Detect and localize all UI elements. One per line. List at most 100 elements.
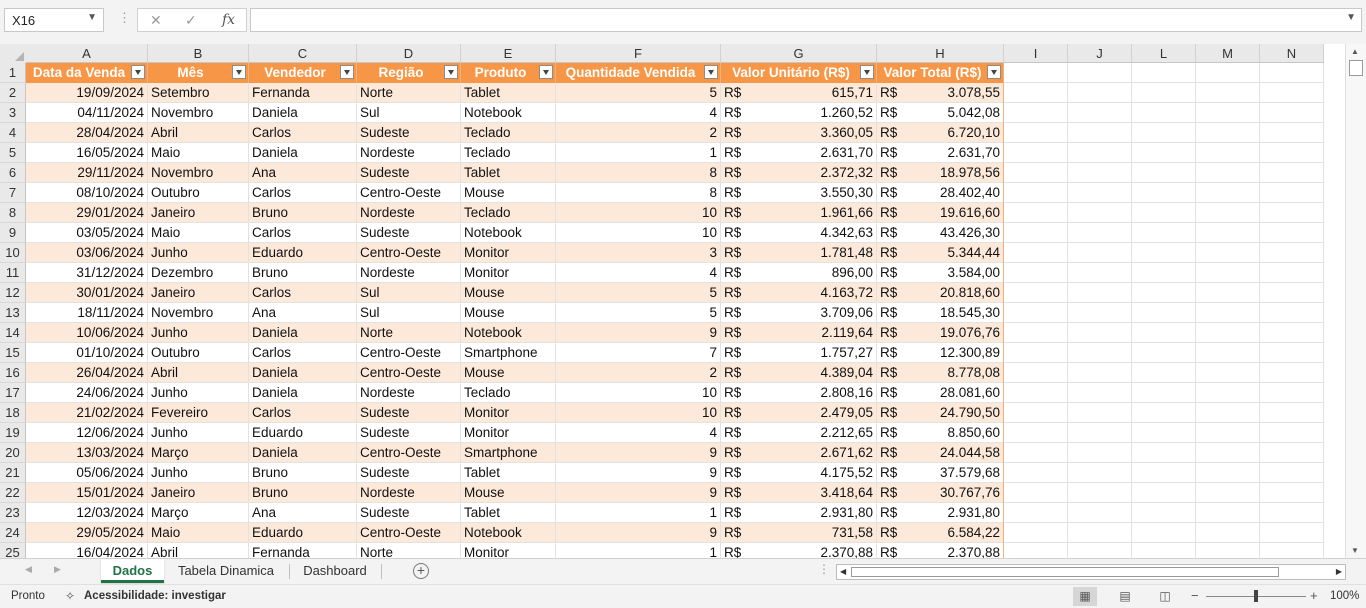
empty-cell[interactable]	[1132, 243, 1196, 263]
empty-cell[interactable]	[1132, 183, 1196, 203]
column-header[interactable]: M	[1196, 44, 1260, 63]
row-header[interactable]: 8	[0, 203, 26, 223]
row-header[interactable]: 21	[0, 463, 26, 483]
table-cell[interactable]: Ana	[249, 303, 357, 323]
table-cell[interactable]: Tablet	[461, 163, 556, 183]
table-cell[interactable]: Junho	[148, 463, 249, 483]
row-header[interactable]: 3	[0, 103, 26, 123]
row-header[interactable]: 20	[0, 443, 26, 463]
table-header-cell[interactable]: Produto	[461, 63, 556, 83]
empty-cell[interactable]	[1260, 523, 1324, 543]
table-cell[interactable]: 3	[556, 243, 721, 263]
empty-cell[interactable]	[1132, 343, 1196, 363]
table-cell[interactable]: Nordeste	[357, 203, 461, 223]
table-cell[interactable]: Monitor	[461, 403, 556, 423]
filter-dropdown-icon[interactable]	[340, 65, 354, 79]
empty-cell[interactable]	[1004, 503, 1068, 523]
table-cell[interactable]: R$ 1.781,48	[721, 243, 877, 263]
table-cell[interactable]: R$ 30.767,76	[877, 483, 1004, 503]
scroll-right-icon[interactable]: ▶	[1335, 567, 1342, 576]
table-cell[interactable]: 29/11/2024	[26, 163, 148, 183]
empty-cell[interactable]	[1132, 363, 1196, 383]
empty-cell[interactable]	[1068, 383, 1132, 403]
empty-cell[interactable]	[1068, 303, 1132, 323]
add-sheet-icon[interactable]: +	[413, 563, 429, 579]
tab-tabela-dinamica[interactable]: Tabela Dinamica	[177, 563, 275, 578]
table-cell[interactable]: 4	[556, 263, 721, 283]
table-cell[interactable]: Bruno	[249, 463, 357, 483]
table-cell[interactable]: Nordeste	[357, 143, 461, 163]
empty-cell[interactable]	[1004, 463, 1068, 483]
column-header[interactable]: F	[556, 44, 721, 63]
table-cell[interactable]: R$ 3.418,64	[721, 483, 877, 503]
table-cell[interactable]: 31/12/2024	[26, 263, 148, 283]
table-cell[interactable]: Notebook	[461, 323, 556, 343]
table-cell[interactable]: Tablet	[461, 83, 556, 103]
empty-cell[interactable]	[1004, 203, 1068, 223]
worksheet-grid[interactable]: A B C D E F G H I J L M N 1 Data da Venda Mês Vendedor Re…	[0, 44, 1345, 558]
row-header[interactable]: 15	[0, 343, 26, 363]
empty-cell[interactable]	[1132, 223, 1196, 243]
empty-cell[interactable]	[1004, 223, 1068, 243]
table-cell[interactable]: 30/01/2024	[26, 283, 148, 303]
table-cell[interactable]: Smartphone	[461, 343, 556, 363]
table-cell[interactable]: 1	[556, 503, 721, 523]
empty-cell[interactable]	[1004, 263, 1068, 283]
row-header[interactable]: 17	[0, 383, 26, 403]
empty-cell[interactable]	[1132, 163, 1196, 183]
table-cell[interactable]: R$ 2.931,80	[721, 503, 877, 523]
table-cell[interactable]: 28/04/2024	[26, 123, 148, 143]
table-cell[interactable]: Centro-Oeste	[357, 363, 461, 383]
row-header[interactable]: 5	[0, 143, 26, 163]
empty-cell[interactable]	[1068, 423, 1132, 443]
empty-cell[interactable]	[1068, 283, 1132, 303]
row-header[interactable]: 7	[0, 183, 26, 203]
table-cell[interactable]: R$ 20.818,60	[877, 283, 1004, 303]
table-cell[interactable]: 29/01/2024	[26, 203, 148, 223]
table-cell[interactable]: R$ 2.119,64	[721, 323, 877, 343]
table-cell[interactable]: 29/05/2024	[26, 523, 148, 543]
table-cell[interactable]: Sul	[357, 303, 461, 323]
select-all-corner[interactable]	[0, 44, 27, 64]
table-cell[interactable]: R$ 3.078,55	[877, 83, 1004, 103]
table-cell[interactable]: R$ 2.671,62	[721, 443, 877, 463]
empty-cell[interactable]	[1196, 423, 1260, 443]
empty-cell[interactable]	[1004, 523, 1068, 543]
table-cell[interactable]: 10/06/2024	[26, 323, 148, 343]
empty-cell[interactable]	[1004, 343, 1068, 363]
table-cell[interactable]: R$ 3.709,06	[721, 303, 877, 323]
table-cell[interactable]: R$ 2.631,70	[721, 143, 877, 163]
table-cell[interactable]: Teclado	[461, 203, 556, 223]
table-cell[interactable]: R$ 3.584,00	[877, 263, 1004, 283]
table-cell[interactable]: Centro-Oeste	[357, 523, 461, 543]
table-cell[interactable]: Fernanda	[249, 543, 357, 558]
empty-cell[interactable]	[1196, 63, 1260, 83]
table-cell[interactable]: Janeiro	[148, 283, 249, 303]
empty-cell[interactable]	[1196, 343, 1260, 363]
table-cell[interactable]: R$ 2.808,16	[721, 383, 877, 403]
table-cell[interactable]: 9	[556, 523, 721, 543]
table-cell[interactable]: Centro-Oeste	[357, 343, 461, 363]
table-cell[interactable]: Mouse	[461, 283, 556, 303]
table-cell[interactable]: Carlos	[249, 223, 357, 243]
table-cell[interactable]: R$ 19.076,76	[877, 323, 1004, 343]
table-cell[interactable]: Sudeste	[357, 163, 461, 183]
table-cell[interactable]: Monitor	[461, 423, 556, 443]
scroll-left-icon[interactable]: ◀	[840, 567, 847, 576]
empty-cell[interactable]	[1260, 403, 1324, 423]
filter-dropdown-icon[interactable]	[704, 65, 718, 79]
scroll-thumb[interactable]	[851, 567, 1279, 577]
empty-cell[interactable]	[1068, 243, 1132, 263]
table-cell[interactable]: Daniela	[249, 443, 357, 463]
empty-cell[interactable]	[1068, 403, 1132, 423]
table-cell[interactable]: Janeiro	[148, 203, 249, 223]
empty-cell[interactable]	[1132, 103, 1196, 123]
table-cell[interactable]: Maio	[148, 523, 249, 543]
table-cell[interactable]: Janeiro	[148, 483, 249, 503]
formula-input[interactable]: ▼	[250, 8, 1362, 32]
table-cell[interactable]: R$ 12.300,89	[877, 343, 1004, 363]
empty-cell[interactable]	[1260, 263, 1324, 283]
row-header[interactable]: 14	[0, 323, 26, 343]
empty-cell[interactable]	[1260, 423, 1324, 443]
table-cell[interactable]: Monitor	[461, 243, 556, 263]
